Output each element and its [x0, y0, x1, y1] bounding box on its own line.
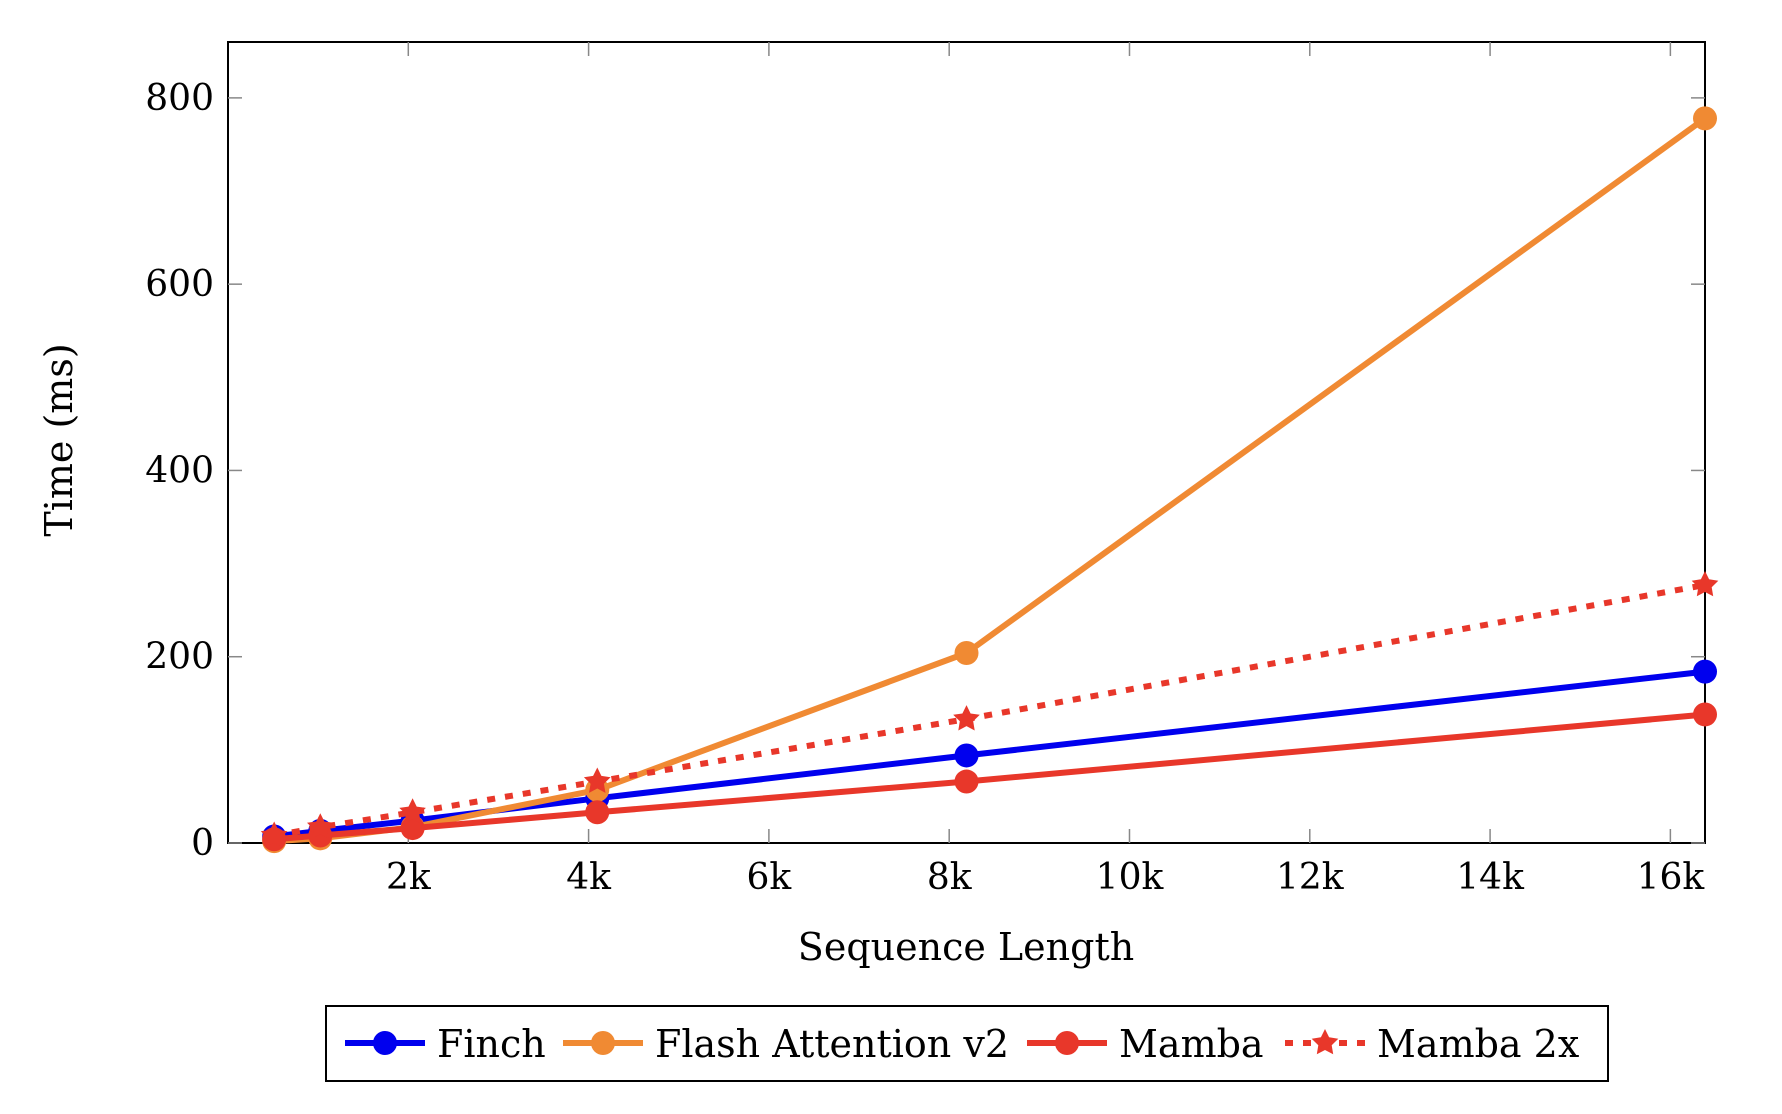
legend-entry: Flash Attention v2 — [563, 1022, 1009, 1066]
legend-marker — [1055, 1031, 1079, 1055]
legend-entry: Mamba 2x — [1285, 1022, 1579, 1066]
x-tick-label: 10k — [1096, 857, 1165, 898]
data-point — [953, 705, 980, 731]
legend: Finch Flash Attention v2 Mamba Mamba 2x — [325, 1005, 1609, 1082]
legend-marker — [1311, 1029, 1339, 1055]
data-point — [260, 821, 288, 847]
data-point — [1693, 106, 1717, 131]
data-point — [954, 743, 979, 768]
data-point — [954, 640, 979, 665]
x-tick-label: 12k — [1276, 857, 1345, 898]
y-tick-label: 600 — [145, 264, 214, 305]
data-point — [583, 767, 611, 793]
data-point — [954, 769, 979, 794]
x-tick-label: 14k — [1456, 857, 1525, 898]
data-point — [1693, 659, 1717, 684]
series-group — [260, 106, 1719, 854]
data-point — [399, 798, 426, 824]
axes: 2k 4k 6k 8k 10k 12k 14k 16k 0 200 400 600 800 — [145, 41, 1706, 898]
y-tick-label: 200 — [145, 637, 214, 678]
series-mamba — [262, 702, 1717, 852]
x-tick-label: 4k — [566, 857, 612, 898]
x-tick-label: 8k — [927, 857, 973, 898]
legend-marker — [373, 1031, 397, 1055]
y-tick-label: 400 — [145, 450, 214, 491]
data-point — [400, 816, 425, 841]
y-tick-label: 800 — [145, 78, 214, 119]
series-mamba-2x — [260, 571, 1719, 847]
legend-marker — [591, 1031, 615, 1055]
legend-box — [325, 1005, 1609, 1082]
series-flash-attention-v2 — [262, 106, 1717, 854]
series-line — [273, 711, 1706, 843]
x-axis-label: Sequence Length — [798, 925, 1134, 969]
x-tick-label: 16k — [1637, 857, 1706, 898]
data-point — [1691, 571, 1719, 597]
legend-entry: Finch — [345, 1022, 546, 1066]
x-tick-label: 2k — [386, 857, 432, 898]
y-tick-label: 0 — [191, 823, 214, 864]
data-point — [585, 800, 610, 825]
legend-label: Mamba 2x — [1377, 1022, 1579, 1066]
legend-label: Finch — [437, 1022, 546, 1066]
legend-label: Mamba — [1119, 1022, 1264, 1066]
data-point — [1693, 702, 1717, 727]
data-point — [307, 813, 334, 839]
plot-frame — [227, 41, 1706, 844]
y-axis-label: Time (ms) — [37, 343, 81, 536]
series-line — [273, 582, 1706, 839]
legend-label: Flash Attention v2 — [655, 1022, 1009, 1066]
legend-entry: Mamba — [1027, 1022, 1264, 1066]
x-tick-label: 6k — [747, 857, 793, 898]
